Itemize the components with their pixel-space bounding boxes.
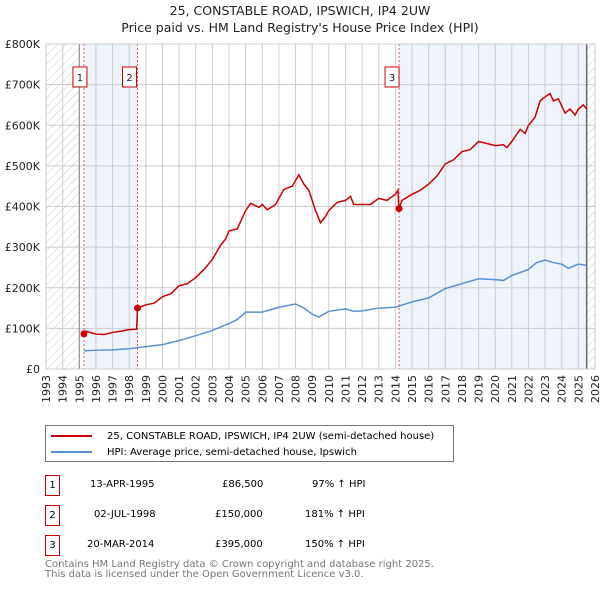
transaction-marker: 3	[45, 535, 60, 556]
x-tick-label: 1993	[40, 375, 53, 403]
legend-item-hpi: HPI: Average price, semi-detached house,…	[46, 444, 357, 460]
x-tick-label: 1996	[90, 375, 103, 403]
x-tick-label: 2023	[539, 375, 552, 403]
transaction-marker: 2	[45, 505, 60, 526]
transaction-price: £86,500	[222, 479, 264, 490]
x-tick-label: 2022	[522, 375, 535, 403]
x-tick-label: 1997	[107, 375, 120, 403]
y-tick-label: £200K	[5, 282, 41, 295]
x-tick-label: 2005	[240, 375, 253, 403]
sale-label-box	[72, 66, 88, 88]
sale-label: 1	[77, 73, 83, 84]
x-tick-label: 2007	[273, 375, 286, 403]
sale-point	[395, 205, 403, 213]
plot-border	[45, 43, 596, 370]
x-tick-label: 2016	[423, 375, 436, 403]
legend-item-property: 25, CONSTABLE ROAD, IPSWICH, IP4 2UW (se…	[46, 428, 434, 444]
legend-label: 25, CONSTABLE ROAD, IPSWICH, IP4 2UW (se…	[107, 430, 435, 442]
footer-copyright: Contains HM Land Registry data © Crown c…	[45, 559, 434, 570]
x-tick-label: 2026	[589, 375, 600, 403]
transaction-row: 3 20-MAR-2014 £395,000 150% ↑ HPI	[45, 535, 465, 556]
x-tick-label: 2013	[373, 375, 386, 403]
transaction-price: £150,000	[215, 509, 263, 520]
x-tick-label: 1995	[73, 375, 86, 403]
y-tick-label: £800K	[5, 38, 41, 51]
y-tick-label: £0	[26, 363, 40, 376]
price-paid-line	[83, 92, 588, 336]
chart-subtitle: Price paid vs. HM Land Registry's House …	[121, 20, 479, 35]
transaction-price: £395,000	[215, 539, 263, 550]
price-chart: 1993 1994 1995 1996 1997 1998 1999 2000 2001 2002…	[5, 38, 600, 403]
x-tick-label: 1994	[57, 375, 70, 403]
y-tick-label: £500K	[5, 160, 41, 173]
y-tick-label: £600K	[5, 119, 41, 132]
x-tick-label: 2020	[489, 375, 502, 403]
x-tick-label: 2004	[223, 375, 236, 403]
sale-label: 3	[389, 73, 395, 84]
x-tick-label: 2011	[339, 375, 352, 403]
sale-label: 2	[126, 73, 132, 84]
x-tick-label: 2017	[439, 375, 452, 403]
legend-label: HPI: Average price, semi-detached house,…	[107, 446, 357, 458]
sale-label-box	[122, 66, 137, 88]
sale-label-box	[384, 66, 400, 88]
x-tick-label: 2018	[456, 375, 469, 403]
x-tick-label: 2008	[290, 375, 303, 403]
y-tick-label: £400K	[5, 201, 41, 214]
x-tick-label: 1999	[140, 375, 153, 403]
y-tick-label: £700K	[5, 79, 41, 92]
sale-point	[80, 330, 88, 338]
x-tick-label: 2015	[406, 375, 419, 403]
x-tick-label: 2006	[256, 375, 269, 403]
x-tick-label: 1998	[123, 375, 136, 403]
x-tick-label: 2003	[206, 375, 219, 403]
x-tick-label: 2002	[190, 375, 203, 403]
x-tick-label: 2010	[323, 375, 336, 403]
transaction-date: 13-APR-1995	[90, 479, 155, 490]
x-tick-label: 2021	[506, 375, 519, 403]
chart-title: 25, CONSTABLE ROAD, IPSWICH, IP4 2UW	[169, 3, 431, 18]
footer: Contains HM Land Registry data © Crown c…	[45, 560, 434, 580]
transaction-hpi: 181% ↑ HPI	[305, 509, 365, 520]
x-tick-label: 2009	[306, 375, 319, 403]
transaction-marker: 1	[45, 475, 60, 496]
transaction-date: 02-JUL-1998	[94, 509, 156, 520]
transaction-hpi: 150% ↑ HPI	[305, 539, 365, 550]
legend-swatch-blue	[51, 451, 92, 453]
legend-swatch-red	[51, 435, 92, 437]
transaction-row: 1 13-APR-1995 £86,500 97% ↑ HPI	[45, 475, 465, 496]
hpi-line	[83, 259, 587, 352]
x-tick-label: 2012	[356, 375, 369, 403]
transaction-row: 2 02-JUL-1998 £150,000 181% ↑ HPI	[45, 505, 465, 526]
x-tick-label: 2019	[473, 375, 486, 403]
x-tick-label: 2000	[156, 375, 169, 403]
x-tick-label: 2025	[572, 375, 585, 403]
x-tick-label: 2024	[556, 375, 569, 403]
legend: 25, CONSTABLE ROAD, IPSWICH, IP4 2UW (se…	[45, 425, 454, 462]
y-tick-label: £300K	[5, 241, 41, 254]
x-tick-label: 2001	[173, 375, 186, 403]
transaction-hpi: 97% ↑ HPI	[312, 479, 366, 490]
sale-point	[134, 304, 141, 312]
footer-licence: This data is licensed under the Open Gov…	[45, 569, 364, 580]
transaction-date: 20-MAR-2014	[87, 539, 155, 550]
y-tick-label: £100K	[5, 322, 41, 335]
x-tick-label: 2014	[389, 375, 402, 403]
